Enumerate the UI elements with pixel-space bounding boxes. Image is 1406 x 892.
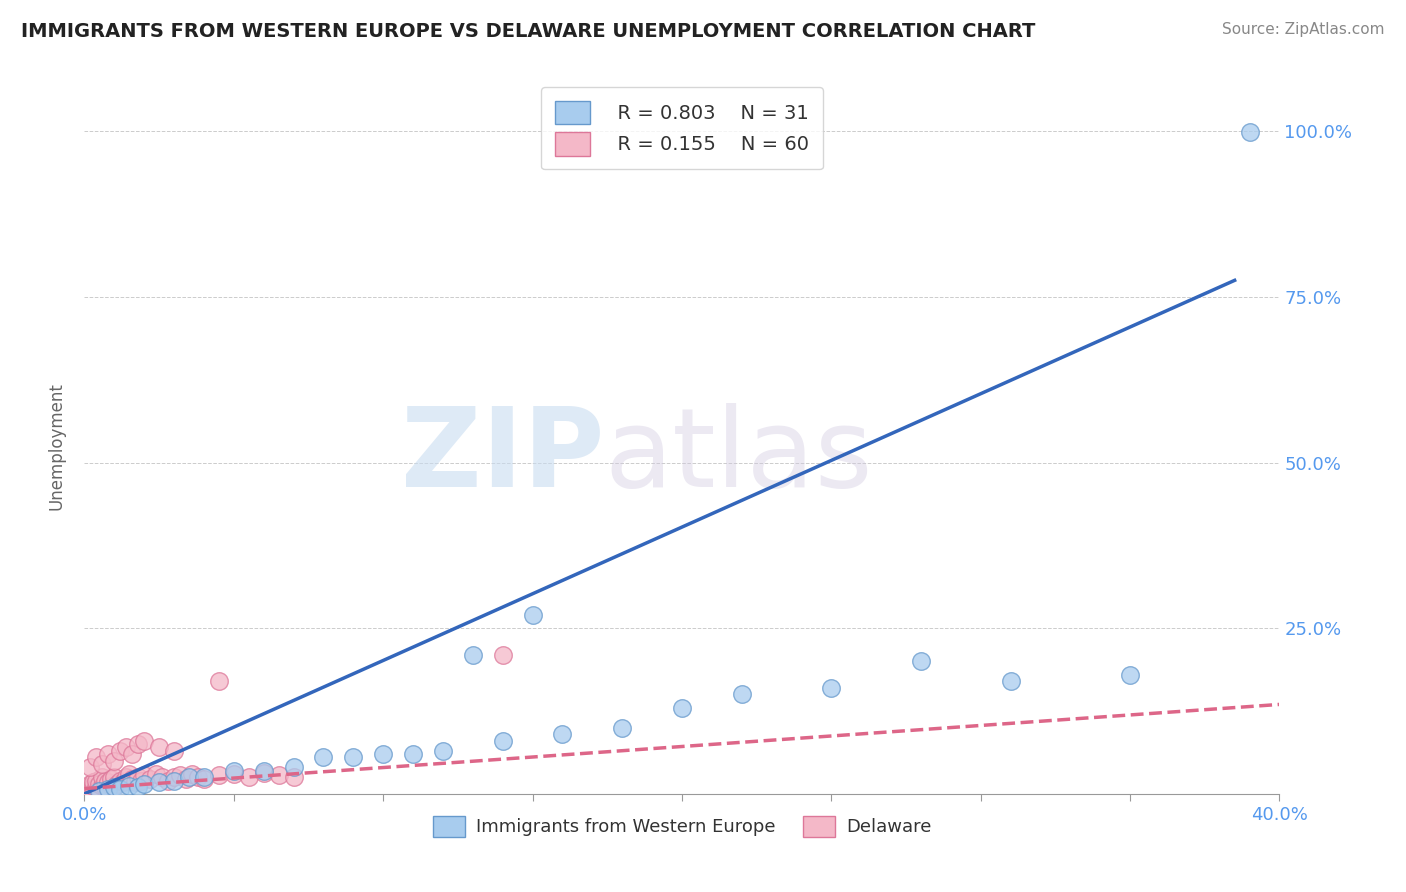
Point [342, 750, 364, 764]
Point [145, 767, 167, 781]
Point [97, 775, 120, 789]
Point [157, 773, 180, 788]
Point [731, 688, 754, 702]
Point [492, 648, 515, 662]
Point [267, 768, 290, 782]
Point [820, 681, 842, 695]
Text: atlas: atlas [605, 403, 873, 510]
Point [193, 770, 215, 784]
Point [86, 773, 108, 788]
Point [132, 768, 156, 782]
Point [89, 781, 111, 796]
Point [79, 777, 101, 791]
Point [103, 780, 125, 795]
Point [97, 781, 120, 796]
Point [91, 770, 114, 784]
Point [127, 737, 149, 751]
Point [127, 780, 149, 795]
Point [132, 734, 156, 748]
Point [110, 773, 132, 788]
Point [103, 780, 125, 795]
Point [181, 767, 204, 781]
Point [132, 777, 156, 791]
Point [118, 767, 141, 781]
Point [222, 764, 245, 778]
Point [91, 757, 114, 772]
Point [461, 648, 484, 662]
Point [163, 770, 186, 784]
Point [124, 775, 146, 789]
Point [118, 779, 141, 793]
Point [115, 740, 138, 755]
Point [105, 777, 128, 791]
Point [110, 781, 132, 796]
Point [86, 780, 108, 795]
Point [1119, 667, 1142, 681]
Point [89, 783, 111, 797]
Point [1000, 674, 1022, 689]
Point [150, 770, 173, 784]
Point [100, 772, 122, 787]
Point [121, 747, 143, 761]
Point [76, 780, 98, 795]
Point [283, 760, 305, 774]
Text: ZIP: ZIP [401, 403, 605, 510]
Point [91, 779, 114, 793]
Point [97, 781, 120, 796]
Point [671, 700, 693, 714]
Point [169, 768, 191, 782]
Point [112, 775, 135, 789]
Point [82, 779, 104, 793]
Point [373, 747, 395, 761]
Point [148, 740, 170, 755]
Point [238, 770, 260, 784]
Point [187, 770, 209, 784]
Y-axis label: Unemployment: Unemployment [48, 382, 66, 510]
Point [97, 747, 120, 761]
Point [193, 772, 215, 787]
Point [121, 772, 143, 787]
Point [79, 781, 101, 796]
Point [148, 775, 170, 789]
Point [103, 770, 125, 784]
Text: Source: ZipAtlas.com: Source: ZipAtlas.com [1222, 22, 1385, 37]
Point [89, 777, 111, 791]
Point [139, 772, 162, 787]
Point [402, 747, 425, 761]
Point [86, 750, 108, 764]
Point [910, 654, 932, 668]
Point [127, 770, 149, 784]
Point [208, 768, 231, 782]
Point [253, 764, 276, 778]
Point [492, 734, 515, 748]
Point [94, 780, 117, 795]
Point [79, 760, 101, 774]
Point [253, 765, 276, 780]
Point [1239, 125, 1261, 139]
Point [103, 754, 125, 768]
Point [522, 607, 544, 622]
Point [163, 773, 186, 788]
Point [312, 750, 335, 764]
Legend: Immigrants from Western Europe, Delaware: Immigrants from Western Europe, Delaware [426, 809, 938, 844]
Point [110, 744, 132, 758]
Point [612, 721, 634, 735]
Point [94, 773, 117, 788]
Point [222, 767, 245, 781]
Point [177, 770, 200, 784]
Point [174, 772, 197, 787]
Point [208, 674, 231, 689]
Point [551, 727, 574, 741]
Point [432, 744, 454, 758]
Point [82, 775, 104, 789]
Point [283, 770, 305, 784]
Text: IMMIGRANTS FROM WESTERN EUROPE VS DELAWARE UNEMPLOYMENT CORRELATION CHART: IMMIGRANTS FROM WESTERN EUROPE VS DELAWA… [21, 22, 1035, 41]
Point [163, 744, 186, 758]
Point [76, 783, 98, 797]
Point [129, 773, 152, 788]
Point [100, 779, 122, 793]
Point [115, 770, 138, 784]
